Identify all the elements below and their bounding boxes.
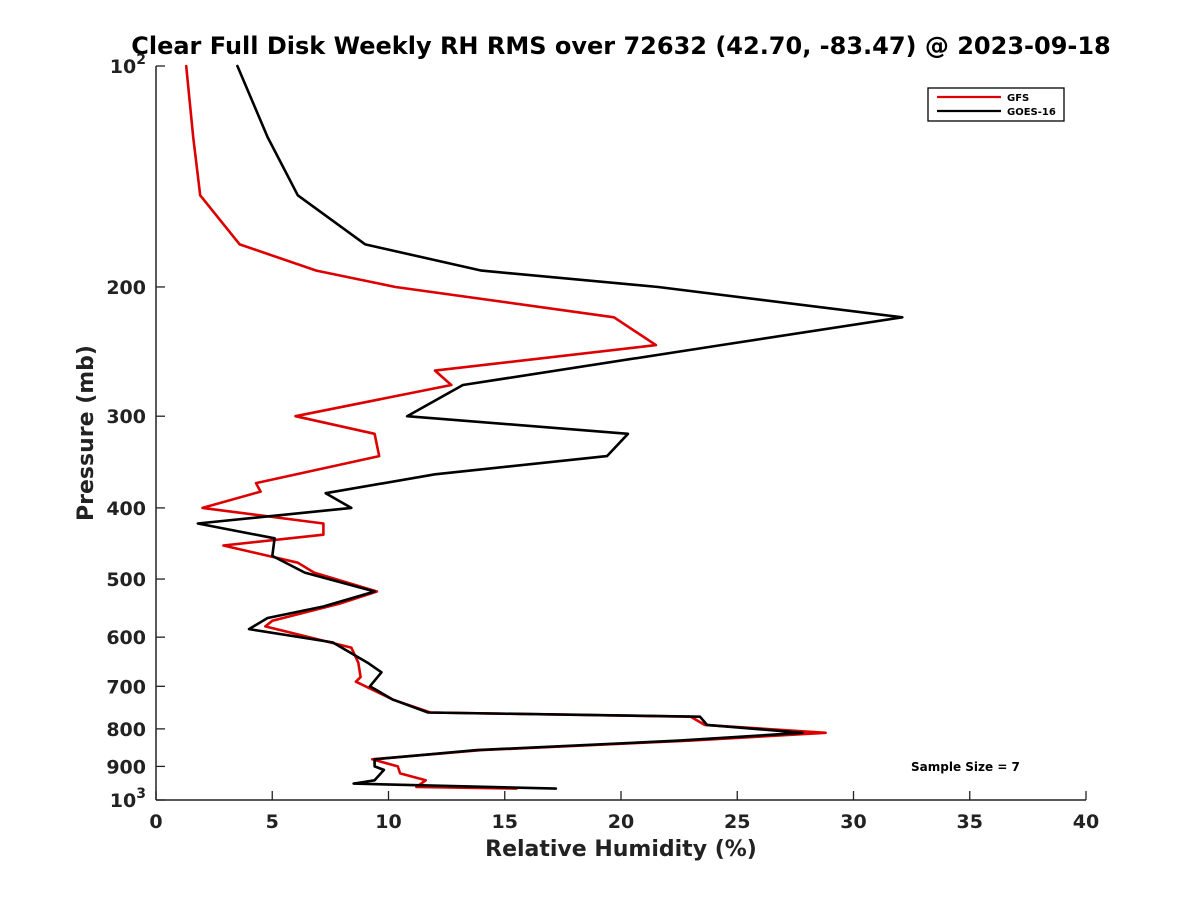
y-tick-label: 700: [106, 676, 146, 698]
x-tick-label: 40: [1073, 811, 1099, 833]
y-tick-label: 500: [106, 569, 146, 591]
y-tick-label: 600: [106, 627, 146, 649]
x-tick-label: 10: [375, 811, 401, 833]
series-line-gfs: [184, 64, 827, 790]
plot-lines: [184, 64, 904, 790]
x-tick-label: 0: [149, 811, 162, 833]
x-ticks: 0 5 10 15 20 25 30 35 40: [149, 791, 1099, 833]
legend: GFS GOES-16: [927, 87, 1065, 122]
x-tick-label: 30: [840, 811, 866, 833]
x-tick-label: 15: [492, 811, 518, 833]
y-ticks: 102 200 300 400 500 600 700 800 900 103: [106, 52, 165, 812]
series-line-goes16: [196, 64, 904, 790]
x-axis-label: Relative Humidity (%): [485, 837, 757, 862]
x-tick-label: 25: [724, 811, 750, 833]
legend-box: [927, 87, 1065, 122]
x-tick-label: 20: [608, 811, 634, 833]
y-tick-label: 200: [106, 277, 146, 299]
x-tick-label: 5: [266, 811, 279, 833]
x-tick-label: 35: [957, 811, 983, 833]
y-axis-label: Pressure (mb): [74, 345, 99, 521]
chart-title: Clear Full Disk Weekly RH RMS over 72632…: [131, 32, 1111, 60]
legend-text-gfs: GFS: [1007, 93, 1029, 104]
y-tick-label: 102: [110, 52, 146, 78]
y-tick-label: 300: [106, 406, 146, 428]
y-tick-label: 103: [110, 786, 146, 812]
y-tick-label: 400: [106, 498, 146, 520]
legend-text-goes16: GOES-16: [1007, 107, 1056, 118]
y-tick-label: 800: [106, 719, 146, 741]
y-tick-label: 900: [106, 756, 146, 778]
sample-size-annotation: Sample Size = 7: [911, 760, 1020, 774]
